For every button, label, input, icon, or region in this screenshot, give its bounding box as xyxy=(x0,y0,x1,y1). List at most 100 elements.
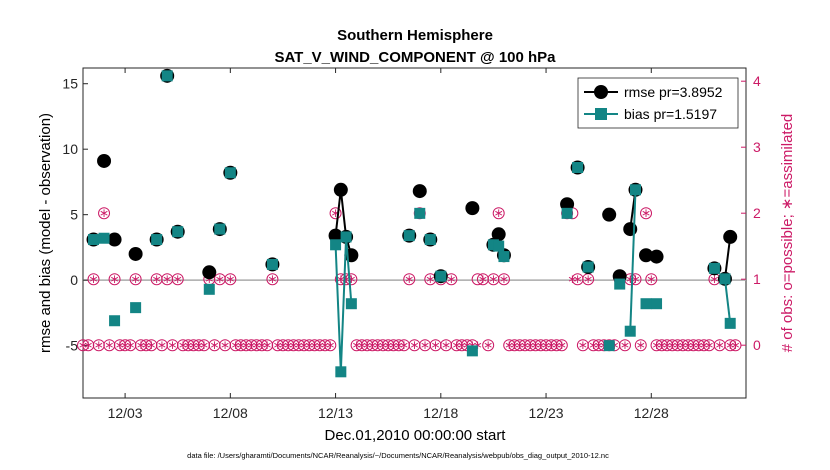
obs-assimilated-stroke xyxy=(642,210,650,216)
obs-assimilated-marker xyxy=(200,341,208,349)
obs-assimilated-stroke xyxy=(326,342,334,348)
bias-point xyxy=(424,234,436,246)
y-right-tick-label: 4 xyxy=(753,73,761,89)
bias-point xyxy=(708,262,720,274)
rmse-line-segment xyxy=(334,189,353,256)
bias-point xyxy=(345,298,357,310)
obs-assimilated-stroke xyxy=(216,276,224,282)
obs-assimilated-stroke xyxy=(147,342,155,348)
y-left-tick-label: 15 xyxy=(62,76,78,92)
legend-rmse-label: rmse pr=3.8952 xyxy=(624,84,723,100)
y-right-tick-label: 1 xyxy=(753,271,761,287)
obs-assimilated-stroke xyxy=(400,342,408,348)
obs-assimilated-stroke xyxy=(126,342,134,348)
y-axis-left: -5 0 5 10 15 xyxy=(62,76,88,354)
x-tick-label: 12/23 xyxy=(529,405,564,421)
obs-possible-marker xyxy=(482,339,495,352)
x-tick-label: 12/13 xyxy=(318,405,353,421)
obs-assimilated-marker xyxy=(647,275,655,283)
bias-point xyxy=(624,325,636,337)
bias-point xyxy=(340,231,352,243)
obs-assimilated-stroke xyxy=(500,276,508,282)
bias-point xyxy=(498,251,510,263)
obs-assimilated-stroke xyxy=(432,342,440,348)
legend-bias-marker xyxy=(595,108,607,120)
obs-assimilated-marker xyxy=(484,341,492,349)
bias-point xyxy=(493,240,505,252)
bias-point xyxy=(651,298,663,310)
rmse-point xyxy=(465,201,480,216)
obs-assimilated-stroke xyxy=(405,276,413,282)
y-axis-right: 0 1 2 3 4 xyxy=(741,73,761,353)
y-left-tick-label: 10 xyxy=(62,141,78,157)
bias-point xyxy=(640,298,652,310)
rmse-point xyxy=(723,229,738,244)
obs-assimilated-marker xyxy=(268,275,276,283)
obs-assimilated-stroke xyxy=(174,276,182,282)
bias-point xyxy=(582,261,594,273)
x-tick-label: 12/03 xyxy=(108,405,143,421)
obs-assimilated-marker xyxy=(426,275,434,283)
obs-assimilated-stroke xyxy=(84,342,92,348)
obs-assimilated-marker xyxy=(432,341,440,349)
obs-assimilated-stroke xyxy=(484,342,492,348)
obs-assimilated-stroke xyxy=(731,342,740,348)
obs-possible-marker xyxy=(634,339,647,352)
bias-point xyxy=(335,366,347,378)
obs-assimilated-stroke xyxy=(95,342,103,348)
obs-assimilated-stroke xyxy=(558,342,566,348)
obs-assimilated-marker xyxy=(326,341,334,349)
obs-assimilated-marker xyxy=(221,341,229,349)
obs-assimilated-stroke xyxy=(200,342,208,348)
obs-assimilated-marker xyxy=(132,275,140,283)
obs-assimilated-marker xyxy=(163,275,171,283)
bias-line-segment xyxy=(334,236,353,372)
x-axis-label: Dec.01,2010 00:00:00 start xyxy=(325,427,507,444)
legend-bias-label: bias pr=1.5197 xyxy=(624,106,717,122)
obs-assimilated-stroke xyxy=(705,342,713,348)
obs-assimilated-marker xyxy=(489,275,497,283)
bias-point xyxy=(414,207,426,219)
rmse-line-segment xyxy=(723,236,732,279)
bias-point xyxy=(151,234,163,246)
obs-assimilated-marker xyxy=(400,341,408,349)
x-tick-label: 12/18 xyxy=(423,405,458,421)
obs-assimilated-marker xyxy=(410,341,419,349)
obs-assimilated-stroke xyxy=(716,342,724,348)
bias-point xyxy=(88,234,100,246)
obs-assimilated-marker xyxy=(710,275,718,283)
bias-point xyxy=(224,167,236,179)
obs-assimilated-marker xyxy=(84,341,92,349)
obs-assimilated-stroke xyxy=(226,276,234,282)
rmse-point xyxy=(97,153,112,168)
obs-assimilated-stroke xyxy=(163,276,171,282)
plot-area: 12/03 12/08 12/13 12/18 12/23 12/28 -5051015 … xyxy=(62,67,761,421)
obs-assimilated-stroke xyxy=(421,342,429,348)
obs-possible-marker xyxy=(329,207,342,220)
y-axis-right-label: # of obs: o=possible; ∗=assimilated xyxy=(779,114,796,353)
obs-assimilated-marker xyxy=(637,341,645,349)
x-tick-label: 12/28 xyxy=(634,405,669,421)
obs-possible-marker xyxy=(640,207,653,220)
rmse-point xyxy=(128,246,143,261)
obs-assimilated-marker xyxy=(574,275,582,283)
obs-assimilated-marker xyxy=(558,341,566,349)
axes-frame xyxy=(82,67,747,399)
obs-assimilated-stroke xyxy=(268,276,276,282)
obs-assimilated-stroke xyxy=(168,342,176,348)
bias-point xyxy=(603,340,615,352)
obs-assimilated-stroke xyxy=(158,342,166,348)
obs-assimilated-stroke xyxy=(153,276,161,282)
obs-assimilated-marker xyxy=(111,275,119,283)
obs-possible-marker xyxy=(129,273,142,286)
bias-point xyxy=(130,302,142,314)
obs-possible-marker xyxy=(171,273,184,286)
obs-assimilated-marker xyxy=(174,275,182,283)
obs-assimilated-stroke xyxy=(132,276,140,282)
obs-possible-marker xyxy=(618,339,631,352)
obs-assimilated-marker xyxy=(642,209,650,217)
obs-possible-marker xyxy=(87,273,100,286)
rmse-point xyxy=(602,207,617,222)
bias-point xyxy=(466,345,478,357)
